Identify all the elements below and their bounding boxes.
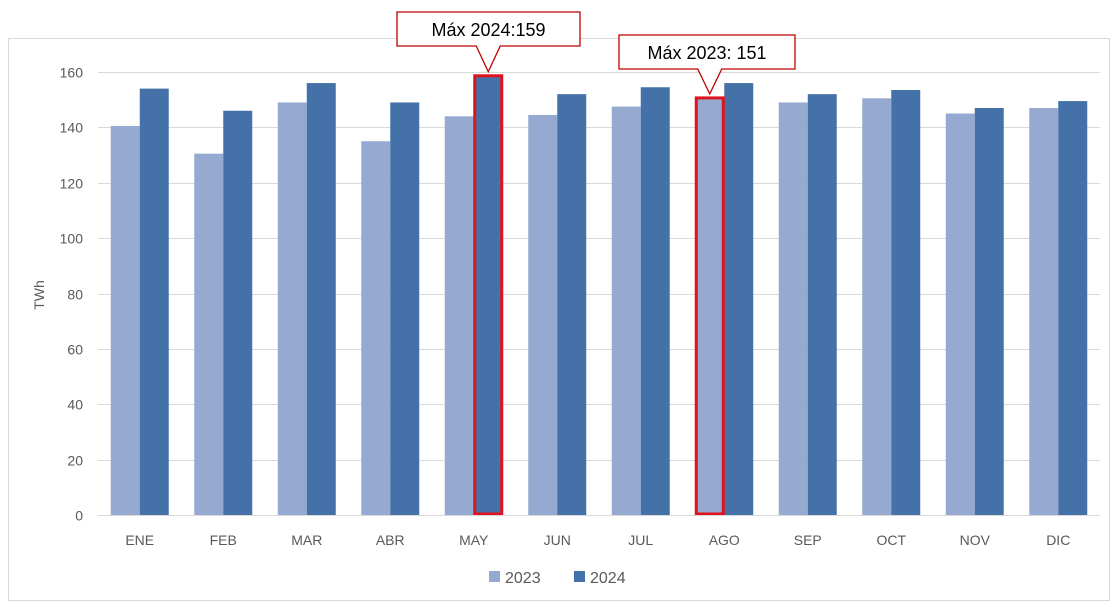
x-tick-label: MAR xyxy=(291,532,322,548)
bar-2024-feb xyxy=(223,110,253,515)
x-tick-label: ENE xyxy=(125,532,154,548)
gridlines xyxy=(98,72,1100,461)
y-tick-label: 120 xyxy=(60,176,84,192)
legend-swatch-2023 xyxy=(489,571,500,582)
bar-2023-ene xyxy=(110,125,140,515)
bar-2023-ago xyxy=(695,96,725,515)
x-tick-label: JUL xyxy=(628,532,653,548)
x-tick-label: MAY xyxy=(459,532,489,548)
bar-2024-abr xyxy=(390,102,420,516)
callout-box xyxy=(396,11,581,74)
bar-2024-nov xyxy=(974,107,1004,516)
bar-2023-jul xyxy=(611,106,641,515)
y-axis-label: TWh xyxy=(31,280,47,310)
bar-2024-may xyxy=(473,74,503,516)
y-tick-label: 0 xyxy=(75,508,83,524)
callouts: Máx 2024:159 Máx 2023: 151 xyxy=(396,11,796,96)
bar-2023-mar xyxy=(277,102,307,516)
y-tick-label: 80 xyxy=(67,287,83,303)
x-tick-label: OCT xyxy=(876,532,906,548)
x-tick-label: NOV xyxy=(960,532,991,548)
bars xyxy=(110,74,1088,516)
bar-2023-jun xyxy=(528,114,558,516)
y-tick-labels: 0 20 40 60 80 100 120 140 160 xyxy=(60,65,84,524)
bar-2024-jul xyxy=(640,87,670,516)
x-tick-label: ABR xyxy=(376,532,405,548)
bar-2024-ene xyxy=(139,88,169,516)
legend-label-2024: 2024 xyxy=(590,570,626,587)
bar-2024-dic xyxy=(1058,101,1088,516)
callout-text: Máx 2024:159 xyxy=(431,20,545,40)
bar-2023-may xyxy=(444,116,474,516)
highlight-outline xyxy=(473,74,504,516)
callout-box xyxy=(618,34,796,96)
highlight-outlines xyxy=(473,74,725,516)
y-tick-label: 100 xyxy=(60,231,84,247)
x-tick-label: JUN xyxy=(544,532,571,548)
bar-2024-jun xyxy=(557,94,587,516)
bar-2024-mar xyxy=(306,83,336,515)
x-tick-label: AGO xyxy=(709,532,740,548)
bar-2023-sep xyxy=(778,102,808,516)
bar-2024-sep xyxy=(807,94,837,516)
x-tick-labels: ENE FEB MAR ABR MAY JUN JUL AGO SEP OCT NOV DIC xyxy=(125,532,1070,548)
y-tick-label: 40 xyxy=(67,397,83,413)
bar-2023-dic xyxy=(1029,107,1059,516)
x-tick-label: SEP xyxy=(794,532,822,548)
legend-label-2023: 2023 xyxy=(505,570,541,587)
bar-2023-feb xyxy=(194,153,224,515)
legend: 2023 2024 xyxy=(489,570,626,587)
y-tick-label: 160 xyxy=(60,65,84,81)
x-tick-label: DIC xyxy=(1046,532,1070,548)
y-tick-label: 60 xyxy=(67,342,83,358)
bar-2023-abr xyxy=(361,141,391,515)
bar-2023-nov xyxy=(945,113,975,515)
x-tick-label: FEB xyxy=(210,532,237,548)
legend-swatch-2024 xyxy=(574,571,585,582)
y-tick-label: 140 xyxy=(60,120,84,136)
callout-text: Máx 2023: 151 xyxy=(647,43,766,63)
highlight-outline xyxy=(694,96,725,516)
bar-2024-oct xyxy=(891,89,921,515)
bar-2024-ago xyxy=(724,83,754,515)
y-tick-label: 20 xyxy=(67,453,83,469)
bar-2023-oct xyxy=(862,98,892,515)
